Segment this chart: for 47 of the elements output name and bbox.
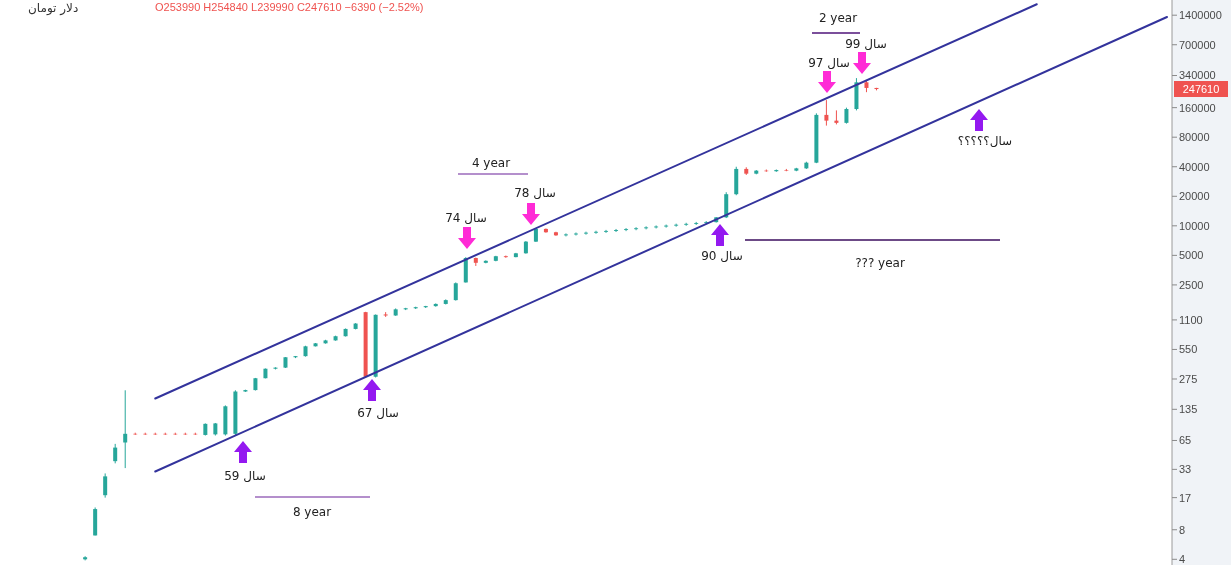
annotation: سال 97 (808, 56, 850, 70)
candlestick (503, 255, 508, 259)
y-tick-label: 33 (1179, 463, 1192, 476)
text: 247610 (1174, 81, 1228, 98)
y-tick-label: 550 (1179, 343, 1198, 356)
candlestick (624, 227, 629, 232)
y-tick-label: 17 (1179, 491, 1192, 504)
y-tick-label: 275 (1179, 372, 1198, 385)
y-tick-label: 65 (1179, 434, 1192, 447)
y-tick-label: 4 (1179, 553, 1186, 565)
y-tick-label: 5000 (1179, 249, 1204, 262)
annotation: سال 74 (445, 211, 487, 225)
candlestick (594, 230, 599, 235)
y-tick-label: 135 (1179, 403, 1198, 416)
candlestick (453, 281, 458, 302)
annotation: سال 67 (357, 406, 399, 420)
annotation: سال 99 (845, 37, 887, 51)
chart-subtitle: O253990 H254840 L239990 C247610 −6390 (−2.52%) (155, 1, 424, 13)
candlestick (604, 229, 609, 234)
y-tick-label: 20000 (1179, 190, 1210, 203)
annotation: سال 59 (224, 469, 266, 483)
annotation: سال 90 (701, 249, 743, 263)
y-tick-label: 1100 (1179, 313, 1203, 326)
annotation: سال 78 (514, 186, 556, 200)
annotation: سال؟؟؟؟؟ (957, 134, 1013, 148)
candlestick (123, 389, 128, 469)
candlestick (83, 555, 88, 561)
chart-title: دلار تومان (28, 1, 79, 15)
annotation: 8 year (292, 505, 332, 519)
y-tick-label: 700000 (1179, 38, 1216, 51)
y-tick-label: 160000 (1179, 101, 1216, 114)
candlestick (113, 443, 118, 464)
y-tick-label: 1400000 (1179, 9, 1222, 22)
y-tick-label: 2500 (1179, 278, 1204, 291)
candlestick (634, 226, 639, 231)
y-tick-label: 8 (1179, 523, 1186, 536)
candlestick (543, 227, 548, 234)
y-tick-label: 80000 (1179, 131, 1210, 144)
annotation: ??? year (855, 256, 905, 270)
y-tick-label: 40000 (1179, 160, 1210, 173)
annotation: 2 year (818, 11, 858, 25)
candlestick (614, 228, 619, 233)
y-tick-label: 10000 (1179, 219, 1210, 232)
candlestick (103, 472, 108, 499)
y-tick-label: 340000 (1179, 69, 1216, 82)
candlestick (824, 99, 829, 127)
annotation: 4 year (471, 156, 511, 170)
